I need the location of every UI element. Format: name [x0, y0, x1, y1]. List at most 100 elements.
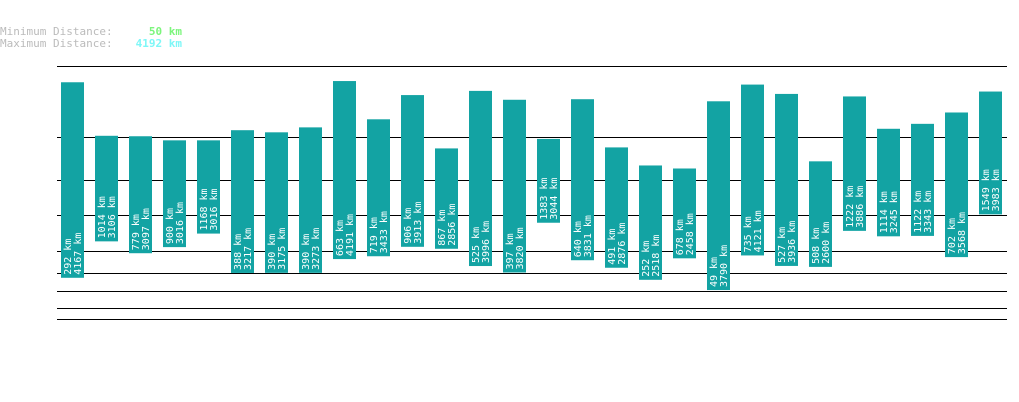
bar-group: 1122 km 3343 km: [911, 123, 934, 236]
min-distance-label: 252 km: [641, 241, 652, 277]
bar-group: 678 km 2458 km: [673, 168, 696, 259]
max-distance-label: 2518 km: [651, 235, 662, 277]
max-distance-label: 3886 km: [855, 186, 866, 228]
bar-group: 49 km 3790 km: [707, 101, 730, 291]
bar-group: 292 km 4167 km: [61, 82, 84, 278]
bar-group: 527 km 3936 km: [775, 93, 798, 266]
max-distance-label: 3273 km: [311, 228, 322, 270]
max-distance-label: 3983 km: [991, 169, 1002, 211]
range-bar: [299, 127, 322, 273]
bar-group: 525 km 3996 km: [469, 90, 492, 267]
bar-group: 491 km 2876 km: [605, 147, 628, 268]
bar-group: 640 km 3831 km: [571, 99, 594, 261]
max-distance-label: 3097 km: [141, 208, 152, 250]
min-distance-label: 900 km: [165, 208, 176, 244]
min-distance-label: 527 km: [777, 227, 788, 263]
min-distance-label: 388 km: [233, 234, 244, 270]
range-bar: [571, 99, 594, 261]
range-bar: [809, 161, 832, 267]
min-distance-label: 867 km: [437, 210, 448, 246]
max-distance-label: 3996 km: [481, 221, 492, 263]
min-distance-label: 491 km: [607, 229, 618, 265]
range-bar: [367, 119, 390, 257]
bar-group: 867 km 2856 km: [435, 148, 458, 249]
range-bar: [741, 84, 764, 256]
max-distance-label: 4191 km: [345, 214, 356, 256]
max-distance-label: 3016 km: [209, 188, 220, 230]
max-distance-label: 4167 km: [73, 233, 84, 275]
max-distance-row: Maximum Distance: 4192 km: [0, 38, 182, 50]
range-bar: [945, 112, 968, 258]
min-distance-label: 906 km: [403, 208, 414, 244]
max-distance-label: 2876 km: [617, 223, 628, 265]
range-bar: [877, 128, 900, 237]
min-distance-label: 397 km: [505, 233, 516, 269]
bar-group: 1114 km 3245 km: [877, 128, 900, 237]
range-bar: [333, 81, 356, 260]
min-distance-label: 1122 km: [913, 191, 924, 233]
bar-group: 1383 km 3044 km: [537, 138, 560, 223]
min-distance-label: 779 km: [131, 214, 142, 250]
max-distance-label: 4121 km: [753, 210, 764, 252]
range-bar: [979, 91, 1002, 215]
max-distance-label: 2458 km: [685, 213, 696, 255]
range-bar: [61, 82, 84, 278]
max-distance-label: 3175 km: [277, 228, 288, 270]
range-bar: [639, 165, 662, 280]
bar-group: 390 km 3175 km: [265, 132, 288, 273]
bar-group: 508 km 2600 km: [809, 161, 832, 267]
range-bar: [503, 99, 526, 273]
min-distance-label: 1383 km: [539, 178, 550, 220]
range-bar: [843, 96, 866, 231]
min-distance-label: 678 km: [675, 219, 686, 255]
range-bar: [163, 140, 186, 248]
bar-group: 719 km 3433 km: [367, 119, 390, 257]
range-bar: [469, 90, 492, 267]
max-distance-label: 2600 km: [821, 222, 832, 264]
bar-group: 390 km 3273 km: [299, 127, 322, 273]
min-distance-value: 50 km: [148, 25, 182, 38]
min-distance-label: 663 km: [335, 220, 346, 256]
max-distance-label: 3936 km: [787, 221, 798, 263]
min-distance-row: Minimum Distance: 50 km: [0, 26, 182, 38]
min-distance-label: 1222 km: [845, 186, 856, 228]
bar-group: 1222 km 3886 km: [843, 96, 866, 231]
min-distance-label: 1014 km: [97, 196, 108, 238]
bar-group: 397 km 3820 km: [503, 99, 526, 273]
range-bar: [435, 148, 458, 249]
min-distance-label: 292 km: [63, 239, 74, 275]
bar-group: 1014 km 3106 km: [95, 135, 118, 242]
distance-summary: Minimum Distance: 50 km Maximum Distance:…: [0, 26, 182, 50]
min-distance-label: 390 km: [267, 234, 278, 270]
bar-group: 1168 km 3016 km: [197, 140, 220, 234]
range-bar: [911, 123, 934, 236]
min-distance-label: 1114 km: [879, 191, 890, 233]
max-distance-label: 3044 km: [549, 178, 560, 220]
min-distance-label: 735 km: [743, 216, 754, 252]
min-distance-label: 1168 km: [199, 188, 210, 230]
bar-group: 702 km 3568 km: [945, 112, 968, 258]
bars: 292 km 4167 km 1014 km 3106 km 779 km 3097 km…: [61, 81, 1002, 291]
range-bar: [673, 168, 696, 259]
min-distance-label: 525 km: [471, 227, 482, 263]
min-distance-label: 640 km: [573, 221, 584, 257]
range-bar: [707, 101, 730, 291]
bar-group: 779 km 3097 km: [129, 136, 152, 254]
max-distance-label: 3568 km: [957, 212, 968, 254]
range-bar: [775, 93, 798, 266]
bar-group: 735 km 4121 km: [741, 84, 764, 256]
bar-group: 900 km 3016 km: [163, 140, 186, 248]
max-distance-label: 3790 km: [719, 245, 730, 287]
min-distance-label: 719 km: [369, 217, 380, 253]
min-distance-label: 508 km: [811, 228, 822, 264]
max-distance-label: 3245 km: [889, 191, 900, 233]
max-distance-label: 3820 km: [515, 227, 526, 269]
max-distance-label: Maximum Distance:: [0, 37, 113, 50]
range-bar: [95, 135, 118, 242]
max-distance-label: 3831 km: [583, 215, 594, 257]
min-distance-label: 49 km: [709, 257, 720, 287]
max-distance-label: 2856 km: [447, 204, 458, 246]
max-distance-value: 4192 km: [135, 37, 182, 50]
range-bar: [401, 95, 424, 247]
bar-group: 906 km 3913 km: [401, 95, 424, 247]
